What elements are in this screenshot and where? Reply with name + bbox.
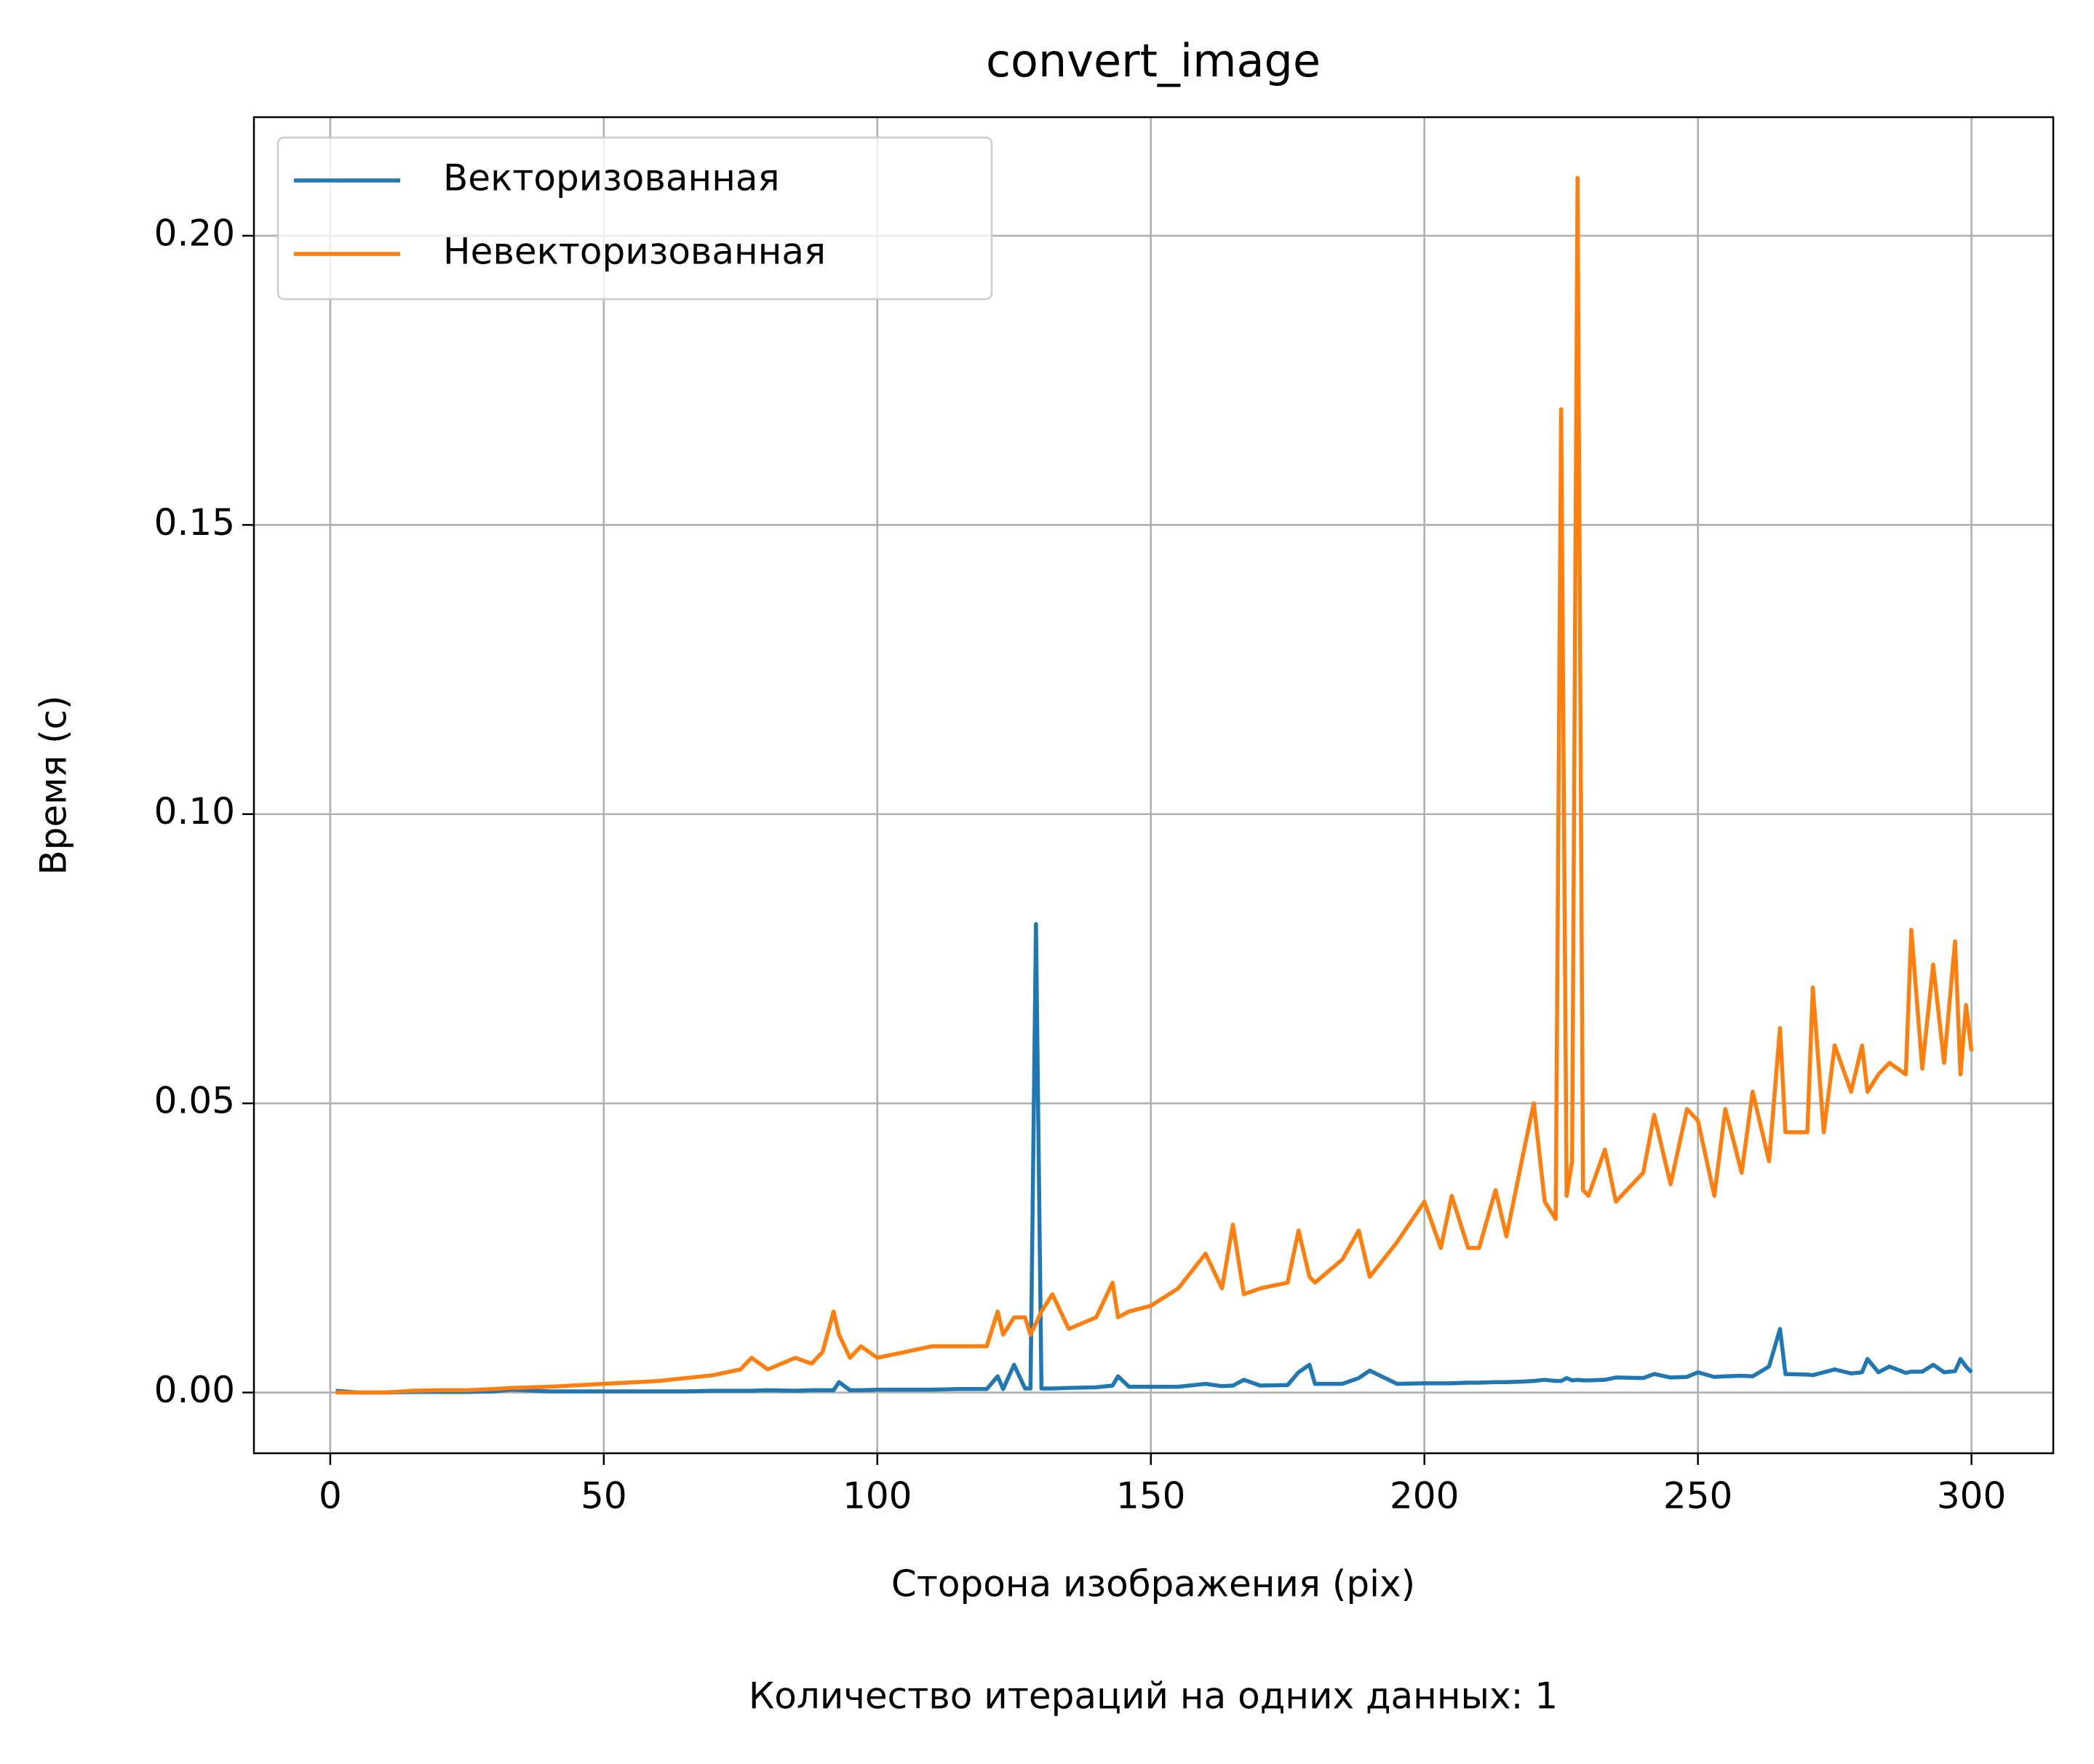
legend-label: Невекторизованная (443, 231, 826, 273)
series-line (335, 175, 1974, 1395)
legend-label: Векторизованная (443, 157, 780, 199)
footnote: Количество итераций на одних данных: 1 (749, 1675, 1558, 1717)
y-tick-label: 0.15 (154, 501, 235, 544)
x-tick-label: 100 (843, 1475, 912, 1517)
x-tick-label: 50 (581, 1475, 627, 1517)
x-tick-label: 150 (1116, 1475, 1185, 1517)
y-tick-label: 0.05 (154, 1080, 235, 1122)
x-axis-label: Сторона изображения (pix) (891, 1563, 1415, 1605)
legend-box (276, 136, 993, 301)
chart-title: convert_image (986, 34, 1321, 87)
y-tick-label: 0.10 (154, 790, 235, 833)
y-tick-label: 0.00 (154, 1369, 235, 1411)
x-tick-label: 300 (1937, 1475, 2006, 1517)
x-tick-label: 0 (319, 1475, 342, 1517)
x-tick-label: 200 (1390, 1475, 1459, 1517)
x-tick-label: 250 (1663, 1475, 1732, 1517)
y-tick-label: 0.20 (154, 212, 235, 254)
y-axis-label: Время (с) (33, 696, 75, 875)
plot-frame (252, 116, 2055, 1455)
series-line (335, 922, 1973, 1395)
